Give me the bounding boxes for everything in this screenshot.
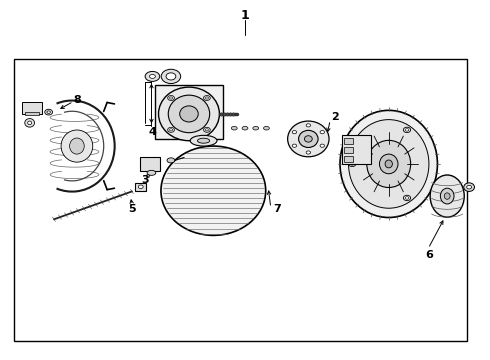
Ellipse shape	[441, 188, 454, 204]
Bar	[135, 183, 146, 191]
Ellipse shape	[348, 161, 356, 167]
Ellipse shape	[167, 158, 175, 163]
Ellipse shape	[161, 146, 266, 235]
Ellipse shape	[253, 126, 259, 130]
Ellipse shape	[28, 121, 31, 125]
Ellipse shape	[159, 87, 220, 141]
Ellipse shape	[205, 97, 208, 99]
Ellipse shape	[403, 127, 411, 132]
Text: 8: 8	[73, 95, 81, 105]
Ellipse shape	[242, 126, 248, 130]
Ellipse shape	[197, 138, 210, 143]
Bar	[25, 112, 39, 115]
Ellipse shape	[25, 118, 34, 127]
Ellipse shape	[348, 120, 429, 208]
Ellipse shape	[138, 185, 143, 189]
Ellipse shape	[464, 183, 474, 192]
Text: 3: 3	[141, 175, 149, 185]
Ellipse shape	[61, 130, 93, 162]
Bar	[344, 147, 353, 153]
Ellipse shape	[444, 193, 450, 199]
Ellipse shape	[306, 151, 311, 154]
Ellipse shape	[170, 97, 172, 99]
Ellipse shape	[306, 124, 311, 127]
Ellipse shape	[147, 170, 156, 175]
Ellipse shape	[403, 195, 411, 201]
Ellipse shape	[70, 138, 84, 154]
Ellipse shape	[304, 136, 312, 142]
Ellipse shape	[190, 135, 217, 146]
Bar	[23, 103, 42, 114]
Ellipse shape	[205, 129, 208, 131]
Ellipse shape	[149, 75, 155, 78]
Ellipse shape	[367, 140, 411, 188]
Ellipse shape	[264, 126, 270, 130]
Ellipse shape	[168, 127, 174, 132]
Ellipse shape	[379, 154, 398, 174]
Ellipse shape	[430, 175, 464, 217]
Text: 5: 5	[128, 204, 136, 214]
Ellipse shape	[168, 95, 210, 133]
Ellipse shape	[231, 126, 237, 130]
Ellipse shape	[161, 69, 181, 84]
Bar	[344, 138, 353, 144]
Text: 7: 7	[273, 204, 281, 214]
Text: 4: 4	[148, 127, 156, 137]
Ellipse shape	[203, 95, 210, 100]
Ellipse shape	[405, 129, 409, 131]
Ellipse shape	[203, 127, 210, 132]
Text: 6: 6	[425, 250, 433, 260]
Ellipse shape	[180, 106, 198, 122]
Ellipse shape	[288, 121, 329, 157]
Ellipse shape	[350, 163, 354, 165]
Ellipse shape	[405, 197, 409, 199]
Ellipse shape	[340, 111, 438, 217]
Ellipse shape	[292, 131, 296, 134]
Bar	[155, 85, 223, 139]
Bar	[343, 135, 371, 164]
Bar	[344, 156, 353, 162]
Ellipse shape	[385, 160, 392, 168]
Text: 1: 1	[241, 9, 249, 22]
Ellipse shape	[47, 111, 50, 113]
Text: 2: 2	[331, 112, 339, 122]
Ellipse shape	[466, 185, 471, 189]
Ellipse shape	[298, 130, 318, 148]
Ellipse shape	[170, 129, 172, 131]
Ellipse shape	[320, 144, 324, 147]
Ellipse shape	[168, 95, 174, 100]
Ellipse shape	[45, 109, 52, 115]
Ellipse shape	[145, 71, 160, 81]
Ellipse shape	[320, 131, 324, 134]
Bar	[14, 59, 466, 341]
Bar	[140, 157, 160, 171]
Ellipse shape	[292, 144, 296, 147]
Ellipse shape	[166, 73, 176, 80]
